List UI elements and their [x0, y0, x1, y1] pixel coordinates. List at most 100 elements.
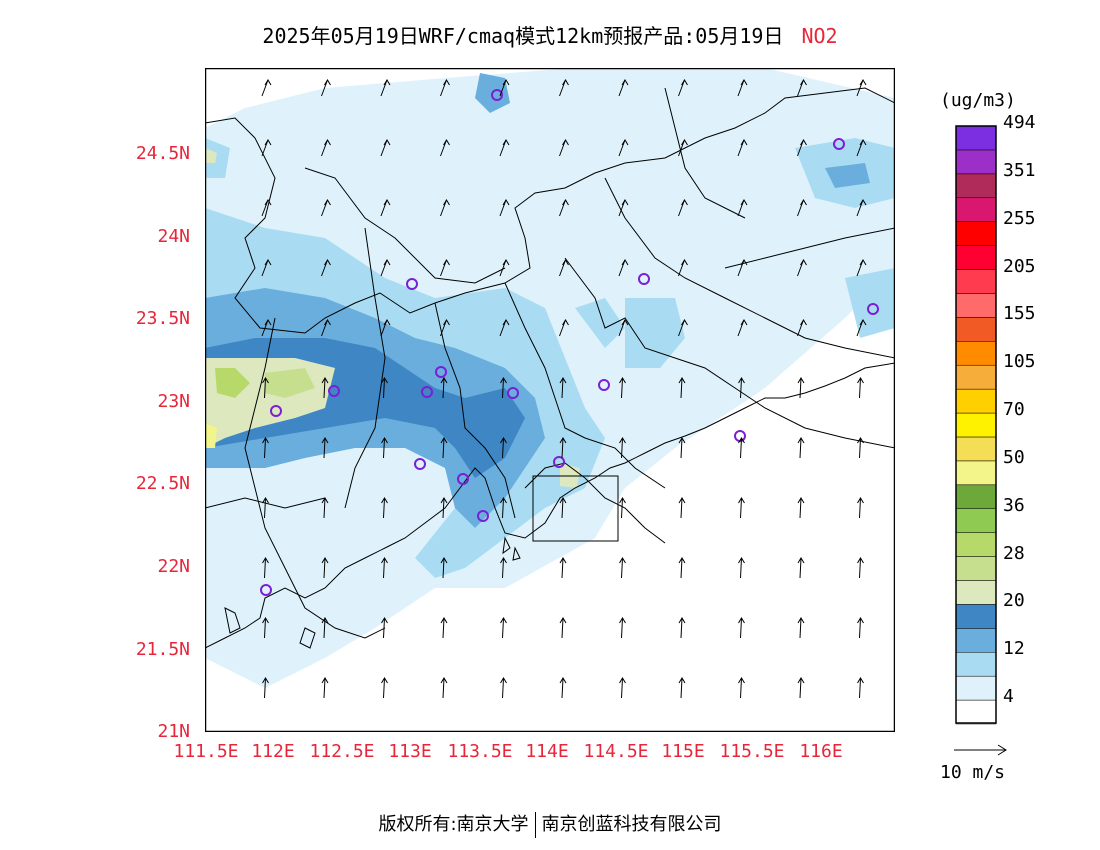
- wind-arrow: [261, 199, 269, 217]
- wind-arrow: [323, 437, 326, 459]
- wind-arrow-head: [559, 437, 567, 444]
- pollutant-label: NO2: [801, 24, 838, 48]
- wind-arrow-head: [740, 139, 748, 146]
- wind-arrow: [264, 377, 266, 399]
- wind-arrow-head: [440, 617, 448, 624]
- colorbar-swatch: [955, 580, 997, 605]
- colorbar-label: 494: [1003, 112, 1036, 133]
- wind-arrow-head: [502, 259, 510, 266]
- wind-arrow: [264, 677, 266, 699]
- colorbar-label: 255: [1003, 207, 1036, 229]
- wind-arrow: [799, 377, 802, 399]
- wind-arrow-head: [440, 677, 448, 684]
- wind-arrow-head: [262, 557, 269, 564]
- wind-arrow: [680, 557, 683, 579]
- wind-arrow: [442, 497, 445, 519]
- wind-arrow: [621, 377, 623, 399]
- wind-arrow-head: [740, 79, 748, 86]
- wind-arrow: [621, 617, 623, 639]
- wind-arrow-head: [321, 497, 329, 504]
- station-marker: [435, 366, 447, 378]
- lat-label: 23.5N: [135, 308, 190, 329]
- wind-arrow: [740, 677, 742, 699]
- wind-arrow: [261, 319, 269, 337]
- wind-arrow-head: [559, 497, 567, 504]
- lat-label: 22N: [157, 556, 190, 577]
- wind-arrow-head: [678, 377, 686, 384]
- wind-arrow-head: [381, 557, 388, 564]
- wind-arrow: [799, 557, 802, 579]
- wind-arrow: [737, 199, 745, 217]
- wind-arrow: [856, 319, 864, 337]
- wind-arrow: [797, 79, 804, 97]
- wind-arrow: [561, 437, 564, 459]
- wind-arrow-head: [264, 199, 272, 206]
- map-title: 2025年05月19日WRF/cmaq模式12km预报产品:05月19日 NO2: [0, 20, 1100, 49]
- lat-label: 22.5N: [135, 473, 190, 494]
- wind-arrow: [561, 557, 564, 579]
- wind-arrow: [442, 617, 445, 639]
- wind-arrow-head: [264, 259, 272, 266]
- colorbar-label: 351: [1003, 159, 1036, 181]
- wind-arrow-head: [621, 79, 629, 86]
- coastline: [205, 362, 895, 649]
- wind-arrow: [499, 139, 507, 157]
- wind-arrow-head: [383, 79, 391, 86]
- wind-arrow-head: [859, 139, 867, 146]
- no2-concentration-field: [205, 68, 895, 688]
- wind-arrow: [442, 437, 445, 459]
- colorbar-swatch: [955, 269, 997, 294]
- lon-label: 114E: [525, 741, 569, 762]
- lon-label: 111.5E: [173, 741, 239, 762]
- wind-arrow-head: [562, 199, 569, 206]
- concentration-map: [205, 68, 895, 732]
- colorbar-swatch: [955, 484, 997, 509]
- wind-vectors: [261, 79, 867, 699]
- wind-arrow-head: [440, 557, 448, 564]
- wind-arrow-head: [383, 259, 391, 266]
- wind-arrow: [621, 557, 623, 579]
- wind-arrow: [321, 199, 328, 217]
- wind-arrow-head: [262, 497, 269, 504]
- colorbar-swatch: [955, 125, 997, 151]
- wind-arrow-head: [857, 497, 864, 504]
- wind-arrow-head: [500, 677, 507, 684]
- colorbar-swatch: [955, 508, 997, 533]
- wind-arrow-head: [383, 139, 391, 146]
- wind-arrow-head: [321, 557, 329, 564]
- wind-arrow-head: [619, 377, 626, 384]
- wind-arrow: [264, 557, 266, 579]
- wind-arrow-head: [800, 139, 807, 146]
- wind-arrow-head: [440, 497, 448, 504]
- colorbar-swatch: [955, 149, 997, 175]
- wind-arrow-head: [678, 617, 686, 624]
- station-marker: [638, 273, 650, 285]
- colorbar-label: 155: [1003, 303, 1036, 325]
- wind-arrow-head: [800, 199, 807, 206]
- wind-arrow: [559, 79, 566, 97]
- wind-arrow: [621, 437, 623, 459]
- wind-arrow-head: [619, 617, 626, 624]
- wind-arrow: [380, 79, 388, 97]
- station-marker: [260, 584, 272, 596]
- wind-arrow: [502, 377, 504, 399]
- colorbar-label: 205: [1003, 255, 1036, 277]
- wind-arrow-head: [500, 497, 507, 504]
- colorbar-swatch: [955, 317, 997, 342]
- wind-arrow-head: [859, 79, 867, 86]
- map-frame: [205, 68, 895, 732]
- lat-label: 21.5N: [135, 639, 190, 660]
- wind-arrow: [799, 437, 802, 459]
- wind-arrow: [383, 617, 385, 639]
- lon-label: 116E: [799, 741, 843, 762]
- wind-arrow: [321, 259, 328, 277]
- colorbar-swatch: [955, 675, 997, 701]
- wind-arrow: [383, 497, 385, 519]
- wind-arrow-head: [738, 437, 745, 444]
- wind-arrow-head: [500, 377, 507, 384]
- wind-arrow: [323, 677, 326, 699]
- wind-arrow: [737, 79, 745, 97]
- wind-arrow-head: [383, 319, 391, 326]
- wind-arrow: [561, 377, 564, 399]
- colorbar-swatch: [955, 436, 997, 462]
